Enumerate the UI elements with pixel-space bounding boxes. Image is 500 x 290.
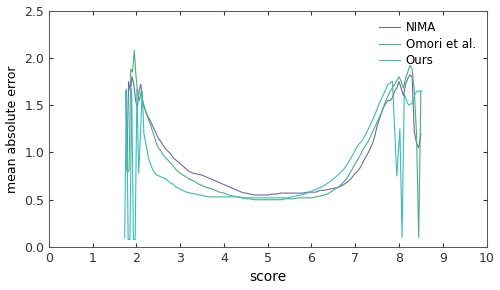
NIMA bbox=[366, 151, 372, 154]
Omori et al. bbox=[361, 146, 367, 149]
Omori et al. bbox=[286, 197, 292, 200]
Ours bbox=[250, 196, 256, 200]
NIMA bbox=[418, 132, 424, 135]
NIMA bbox=[252, 193, 258, 197]
Omori et al. bbox=[122, 89, 128, 93]
Omori et al. bbox=[175, 170, 181, 173]
Ours bbox=[125, 238, 131, 241]
Y-axis label: mean absolute error: mean absolute error bbox=[6, 65, 18, 193]
Ours bbox=[127, 238, 133, 241]
Ours bbox=[390, 80, 396, 83]
NIMA bbox=[313, 191, 319, 194]
Omori et al. bbox=[173, 168, 179, 171]
NIMA bbox=[354, 170, 360, 173]
Ours bbox=[172, 184, 177, 187]
Ours bbox=[284, 196, 290, 200]
Omori et al. bbox=[416, 236, 422, 239]
Line: Omori et al.: Omori et al. bbox=[126, 50, 421, 238]
Omori et al. bbox=[252, 198, 258, 202]
NIMA bbox=[136, 89, 142, 93]
NIMA bbox=[407, 73, 413, 77]
Omori et al. bbox=[418, 89, 424, 93]
Omori et al. bbox=[126, 168, 132, 171]
Line: Ours: Ours bbox=[124, 81, 422, 240]
Legend: NIMA, Omori et al., Ours: NIMA, Omori et al., Ours bbox=[374, 17, 480, 72]
NIMA bbox=[173, 158, 179, 162]
Ours bbox=[419, 89, 425, 93]
Ours bbox=[359, 139, 365, 143]
Ours bbox=[122, 236, 128, 239]
NIMA bbox=[247, 192, 253, 196]
NIMA bbox=[124, 168, 130, 171]
X-axis label: score: score bbox=[249, 271, 286, 284]
Ours bbox=[174, 186, 180, 189]
Omori et al. bbox=[132, 48, 138, 52]
Line: NIMA: NIMA bbox=[127, 75, 421, 195]
